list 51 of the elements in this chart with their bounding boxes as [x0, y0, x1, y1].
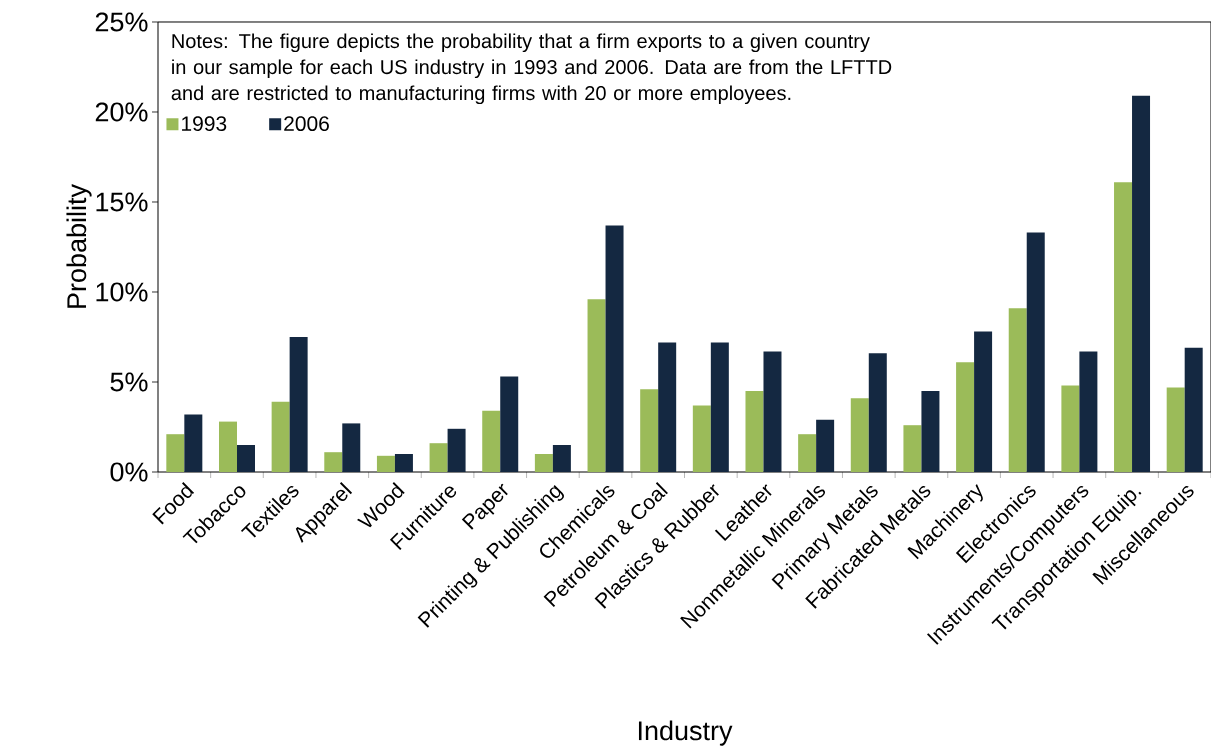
- bar: [658, 342, 677, 472]
- bar: [1184, 347, 1203, 472]
- bar: [552, 445, 571, 472]
- bar: [184, 414, 203, 472]
- bar: [850, 398, 869, 472]
- bar: [587, 299, 606, 472]
- bar: [218, 421, 237, 472]
- bar: [324, 452, 343, 472]
- bar: [1166, 387, 1185, 472]
- bar: [974, 331, 993, 472]
- annotation: Notes: The figure depicts the probability that a firm exports to a given country in our sample for each US industry in 1993 and 2006. Data are from the LFTTD and are restricted to manufacturing firms with 20 or more employees.: [171, 33, 892, 105]
- y-tick-label: 25%: [95, 12, 148, 32]
- bar: [482, 410, 501, 472]
- y-tick-label: 10%: [96, 282, 148, 302]
- bar: [271, 401, 290, 472]
- x-axis-title: Industry: [638, 720, 733, 746]
- y-tick-label: 0%: [110, 462, 148, 482]
- bar: [429, 443, 448, 472]
- bar: [1114, 182, 1133, 472]
- y-tick-label: 15%: [96, 192, 148, 212]
- bar: [745, 391, 764, 472]
- bar: [500, 376, 519, 472]
- bar: [692, 405, 711, 472]
- bar: [710, 342, 729, 472]
- bar: [1079, 351, 1098, 472]
- legend-label: 2006: [284, 116, 329, 132]
- bar: [1026, 232, 1045, 472]
- bar: [289, 337, 308, 472]
- bar: [376, 455, 395, 472]
- bar: [236, 445, 255, 472]
- bar: [447, 428, 466, 472]
- bar: [342, 423, 361, 472]
- bar: [816, 419, 835, 472]
- bar: [640, 389, 659, 472]
- y-tick-label: 5%: [110, 372, 148, 392]
- bar: [798, 434, 817, 472]
- bar: [763, 351, 782, 472]
- bar: [1132, 95, 1151, 472]
- bar: [903, 425, 922, 472]
- y-axis-title: Probability: [66, 184, 92, 308]
- bar: [394, 454, 413, 472]
- y-tick-label: 20%: [95, 102, 148, 122]
- bar: [921, 391, 940, 472]
- bar: [956, 362, 975, 472]
- bar: [534, 454, 553, 472]
- bar: [1061, 385, 1080, 472]
- bar: [166, 434, 185, 472]
- bar: [868, 353, 887, 472]
- bar: [1008, 308, 1027, 472]
- legend-label: 1993: [182, 116, 227, 132]
- bar: [605, 225, 624, 472]
